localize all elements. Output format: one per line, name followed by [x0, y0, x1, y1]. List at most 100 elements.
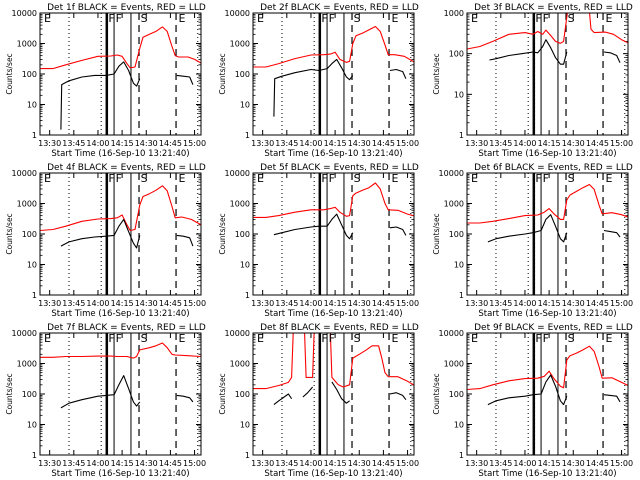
- interval-marker-E: E: [44, 332, 51, 345]
- y-tick-label: 1000: [444, 9, 464, 18]
- x-tick-label: 14:45: [159, 139, 182, 148]
- x-tick-label: 13:30: [251, 139, 274, 148]
- interval-marker-E: E: [471, 172, 478, 185]
- x-tick-label: 14:15: [538, 139, 561, 148]
- plot-area: [40, 13, 201, 135]
- x-tick-label: 15:00: [183, 139, 206, 148]
- panel-det-8: Det 8f BLACK = Events, RED = LLD 1 10 100 10…: [218, 323, 419, 479]
- panel-title: Det 2f BLACK = Events, RED = LLD: [260, 3, 419, 13]
- x-tick-label: 13:45: [275, 459, 298, 468]
- x-axis-label: Start Time (16-Sep-10 13:21:40): [478, 149, 616, 159]
- plot-area: [253, 333, 414, 455]
- y-tick-label: 10: [454, 421, 464, 430]
- x-tick-label: 14:00: [86, 459, 109, 468]
- y-axis-label: Counts/sec: [432, 213, 441, 254]
- y-tick-label: 1000: [444, 360, 464, 369]
- x-tick-label: 14:45: [372, 459, 395, 468]
- y-tick-label: 1000: [230, 200, 250, 209]
- plot-area: [467, 13, 628, 135]
- interval-marker-S: S: [354, 332, 361, 345]
- x-tick-label: 13:45: [275, 299, 298, 308]
- y-tick-label: 10: [454, 90, 464, 99]
- plot-area: [467, 173, 628, 295]
- x-tick-label: 14:45: [586, 299, 609, 308]
- events-series-line: [60, 218, 194, 249]
- interval-marker-F: F: [543, 172, 549, 185]
- interval-marker-S: S: [141, 172, 148, 185]
- x-tick-label: 13:30: [251, 459, 274, 468]
- y-tick-label: 1000: [17, 200, 37, 209]
- y-tick-label: 100: [235, 70, 250, 79]
- interval-marker-S: S: [354, 12, 361, 25]
- lld-series-line: [253, 25, 414, 68]
- x-tick-label: 13:30: [465, 139, 488, 148]
- x-axis-label: Start Time (16-Sep-10 13:21:40): [264, 149, 402, 159]
- y-tick-label: 1000: [230, 360, 250, 369]
- y-tick-label: 10000: [12, 329, 37, 338]
- panel-det-5: Det 5f BLACK = Events, RED = LLD 1 10 100 10…: [218, 163, 419, 319]
- interval-marker-E: E: [178, 12, 185, 25]
- lld-series-line: [467, 183, 628, 224]
- y-tick-label: 10000: [225, 329, 250, 338]
- x-tick-label: 13:45: [62, 299, 85, 308]
- x-tick-label: 14:15: [538, 299, 561, 308]
- y-tick-label: 100: [235, 230, 250, 239]
- x-tick-label: 14:00: [299, 299, 322, 308]
- x-axis-label: Start Time (16-Sep-10 13:21:40): [478, 469, 616, 479]
- interval-marker-F: F: [321, 332, 327, 345]
- events-series-line: [273, 58, 407, 117]
- x-tick-label: 14:30: [135, 139, 158, 148]
- x-tick-label: 14:45: [586, 459, 609, 468]
- interval-marker-F: F: [116, 12, 122, 25]
- interval-marker-F: F: [535, 12, 541, 25]
- x-tick-label: 13:30: [38, 139, 61, 148]
- interval-marker-E: E: [178, 172, 185, 185]
- y-tick-label: 100: [22, 230, 37, 239]
- x-tick-label: 15:00: [183, 299, 206, 308]
- events-series-line: [60, 61, 194, 130]
- lld-series-line: [467, 345, 628, 391]
- panel-det-4: Det 4f BLACK = Events, RED = LLD 1 10 100 10…: [5, 163, 206, 319]
- interval-marker-F: F: [329, 332, 335, 345]
- y-tick-label: 100: [22, 390, 37, 399]
- y-tick-label: 1: [459, 131, 464, 140]
- x-tick-label: 15:00: [396, 299, 419, 308]
- interval-marker-F: F: [116, 332, 122, 345]
- interval-marker-E: E: [391, 172, 398, 185]
- x-tick-label: 13:45: [275, 139, 298, 148]
- y-axis-label: Counts/sec: [432, 373, 441, 414]
- x-tick-label: 14:30: [348, 139, 371, 148]
- interval-marker-E: E: [391, 332, 398, 345]
- x-tick-label: 14:15: [324, 459, 347, 468]
- x-tick-label: 14:15: [324, 299, 347, 308]
- x-axis-label: Start Time (16-Sep-10 13:21:40): [478, 309, 616, 319]
- y-tick-label: 1: [459, 451, 464, 460]
- interval-marker-F: F: [108, 12, 114, 25]
- y-tick-label: 1000: [17, 40, 37, 49]
- plot-frame: [39, 332, 202, 456]
- panel-det-3: Det 3f BLACK = Events, RED = LLD 1 10 100 10…: [432, 3, 633, 159]
- x-tick-label: 14:45: [372, 139, 395, 148]
- x-tick-label: 13:45: [489, 459, 512, 468]
- y-tick-label: 10000: [12, 169, 37, 178]
- interval-marker-E: E: [44, 12, 51, 25]
- interval-marker-F: F: [108, 332, 114, 345]
- events-series-line: [487, 374, 621, 406]
- y-tick-label: 10: [27, 261, 37, 270]
- lld-series-line: [253, 182, 414, 218]
- interval-marker-F: F: [321, 12, 327, 25]
- plot-frame: [39, 12, 202, 136]
- x-tick-label: 14:15: [111, 459, 134, 468]
- y-axis-label: Counts/sec: [218, 373, 227, 414]
- interval-marker-F: F: [329, 12, 335, 25]
- plot-frame: [466, 12, 629, 136]
- panel-title: Det 7f BLACK = Events, RED = LLD: [47, 323, 206, 333]
- plot-area: [467, 333, 628, 455]
- x-tick-label: 14:15: [111, 139, 134, 148]
- y-tick-label: 10000: [439, 169, 464, 178]
- interval-marker-F: F: [108, 172, 114, 185]
- x-tick-label: 13:30: [251, 299, 274, 308]
- plot-area: [40, 333, 201, 455]
- y-axis-label: Counts/sec: [5, 373, 14, 414]
